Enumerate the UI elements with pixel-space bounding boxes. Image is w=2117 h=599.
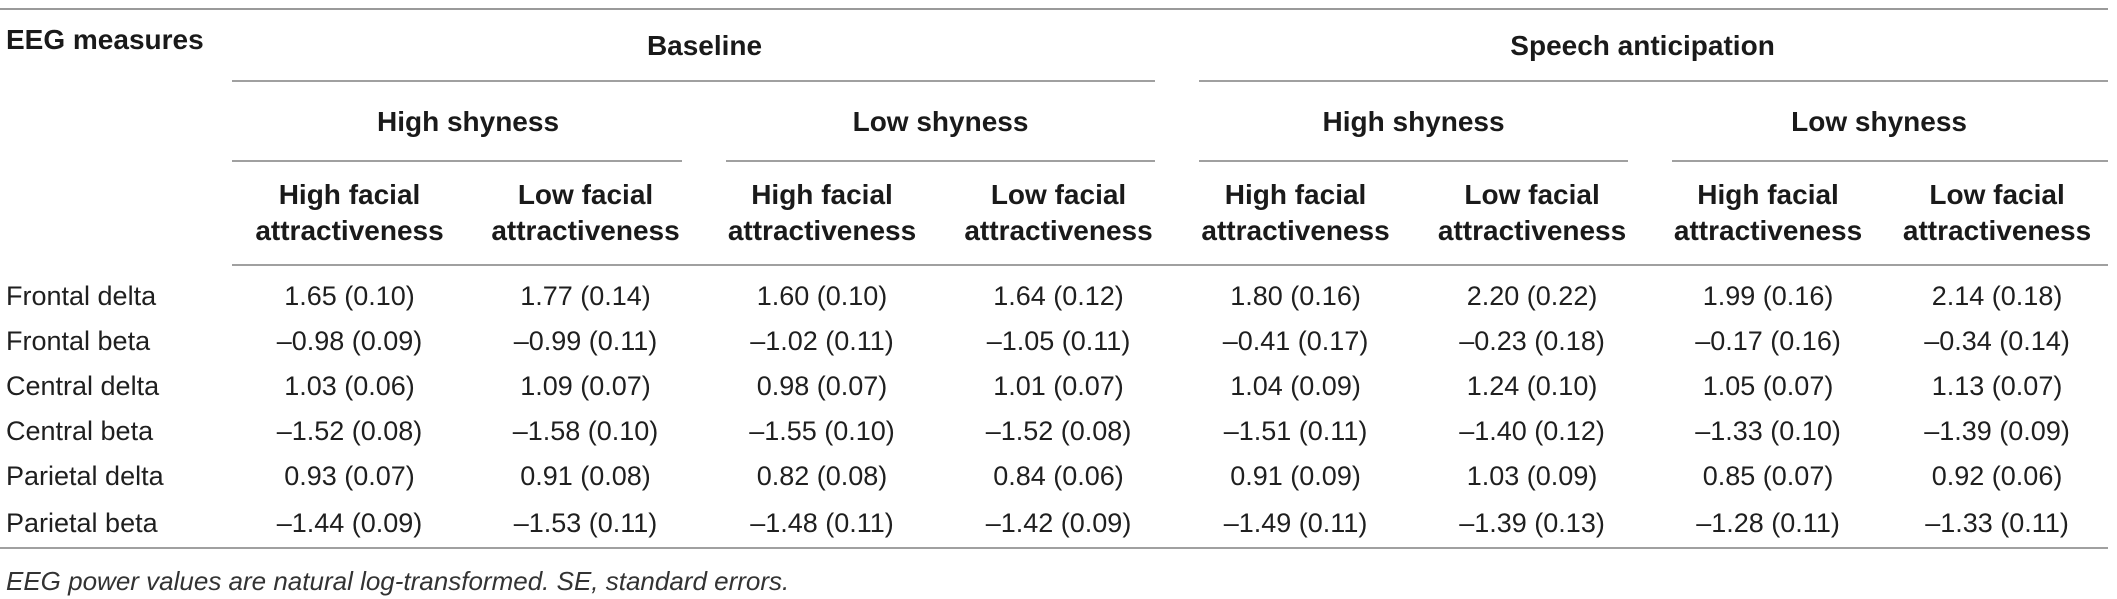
table-cell: 1.77 (0.14) xyxy=(520,281,651,311)
table-cell: –1.53 (0.11) xyxy=(467,499,704,549)
table-cell: 1.13 (0.07) xyxy=(1931,371,2063,401)
table-cell: –1.33 (0.11) xyxy=(1886,499,2109,549)
attractiveness-heading: High facial attractiveness xyxy=(704,162,940,266)
table-cell: –0.41 (0.17) xyxy=(1222,326,1369,356)
table-cell: –0.23 (0.18) xyxy=(1459,326,1605,356)
attractiveness-heading: Low facial attractiveness xyxy=(1414,162,1651,266)
top-rule xyxy=(0,8,2108,10)
table-cell: –0.99 (0.11) xyxy=(513,326,658,356)
table-cell: –1.49 (0.11) xyxy=(1177,499,1415,549)
table-body: Frontal delta 1.65 (0.10) 1.77 (0.14) 1.60 … xyxy=(0,265,2109,549)
table-cell: –1.33 (0.10) xyxy=(1695,416,1841,446)
table-cell: 1.65 (0.10) xyxy=(284,281,415,311)
table-cell: 0.84 (0.06) xyxy=(993,461,1124,491)
table-row: Parietal delta 0.93 (0.07) 0.91 (0.08) 0.82… xyxy=(0,454,2108,499)
row-label-heading: EEG measures xyxy=(6,24,204,55)
shyness-group: Low shyness xyxy=(1650,82,2109,162)
table-cell: 1.80 (0.16) xyxy=(1230,281,1361,311)
attractiveness-heading: Low facial attractiveness xyxy=(940,162,1178,266)
row-label: Frontal beta xyxy=(6,326,151,356)
row-label: Frontal delta xyxy=(6,280,157,311)
attractiveness-heading: Low facial attractiveness xyxy=(467,162,704,266)
table-cell: 1.09 (0.07) xyxy=(520,371,651,401)
table-cell: –1.48 (0.11) xyxy=(704,499,940,549)
eeg-power-table: EEG measures Baseline Speech anticipatio… xyxy=(0,10,2109,549)
table-cell: 0.85 (0.07) xyxy=(1702,461,1834,491)
table-cell: 1.60 (0.10) xyxy=(756,281,888,311)
shyness-group: High shyness xyxy=(1177,82,1650,162)
table-cell: 0.98 (0.07) xyxy=(756,371,888,401)
table-cell: –1.52 (0.08) xyxy=(276,416,423,446)
table-cell: –0.98 (0.09) xyxy=(276,326,423,356)
row-label: Central beta xyxy=(6,416,154,446)
table-cell: –1.44 (0.09) xyxy=(232,499,467,549)
table-row: Frontal beta –0.98 (0.09) –0.99 (0.11) –1.0… xyxy=(0,319,2108,364)
table-cell: –0.17 (0.16) xyxy=(1695,326,1841,356)
table-cell: –0.34 (0.14) xyxy=(1924,326,2070,356)
table-cell: 0.93 (0.07) xyxy=(284,461,415,491)
table-cell: –1.02 (0.11) xyxy=(750,326,894,356)
attractiveness-heading: High facial attractiveness xyxy=(1177,162,1415,266)
table-cell: 1.05 (0.07) xyxy=(1702,371,1834,401)
header-row-attractiveness: High facial attractiveness Low facial attr… xyxy=(0,162,2109,266)
table-cell: –1.51 (0.11) xyxy=(1223,416,1368,446)
table-cell: 0.91 (0.09) xyxy=(1230,461,1361,491)
table-cell: –1.39 (0.09) xyxy=(1924,416,2070,446)
row-label: Parietal delta xyxy=(6,461,164,491)
table-cell: 0.92 (0.06) xyxy=(1931,461,2063,491)
table-cell: –1.39 (0.13) xyxy=(1414,499,1651,549)
table-row: Frontal delta 1.65 (0.10) 1.77 (0.14) 1.60 … xyxy=(0,265,2108,319)
condition-speech-anticipation: Speech anticipation xyxy=(1177,10,2109,82)
table-cell: 1.64 (0.12) xyxy=(993,281,1124,311)
table-cell: 1.03 (0.09) xyxy=(1466,461,1598,491)
table-cell: 1.01 (0.07) xyxy=(993,371,1124,401)
row-label: Central delta xyxy=(6,371,160,401)
table-cell: 1.04 (0.09) xyxy=(1230,371,1361,401)
table-cell: –1.42 (0.09) xyxy=(940,499,1178,549)
table-cell: –1.58 (0.10) xyxy=(512,416,659,446)
table-cell: 1.99 (0.16) xyxy=(1702,281,1834,311)
condition-baseline: Baseline xyxy=(232,10,1177,82)
header-row-shyness: High shyness Low shyness High shyness Lo… xyxy=(0,82,2109,162)
table-footnote: EEG power values are natural log-transfo… xyxy=(6,566,790,596)
table-row: Central delta 1.03 (0.06) 1.09 (0.07) 0.98 … xyxy=(0,364,2108,409)
table-cell: 0.82 (0.08) xyxy=(756,461,888,491)
table-cell: 2.14 (0.18) xyxy=(1931,281,2063,311)
table-row: Parietal beta –1.44 (0.09) –1.53 (0.11) –1.… xyxy=(0,499,2109,549)
attractiveness-heading: Low facial attractiveness xyxy=(1886,162,2109,266)
table-cell: –1.52 (0.08) xyxy=(985,416,1132,446)
table-cell: –1.55 (0.10) xyxy=(749,416,895,446)
table-cell: 1.24 (0.10) xyxy=(1466,371,1598,401)
table-cell: –1.05 (0.11) xyxy=(986,326,1131,356)
table-cell: –1.40 (0.12) xyxy=(1459,416,1605,446)
table-cell: 2.20 (0.22) xyxy=(1466,281,1598,311)
table-cell: 0.91 (0.08) xyxy=(520,461,651,491)
shyness-group: High shyness xyxy=(232,82,704,162)
row-label: Parietal beta xyxy=(0,499,232,549)
table-cell: 1.03 (0.06) xyxy=(284,371,415,401)
table-cell: –1.28 (0.11) xyxy=(1650,499,1887,549)
attractiveness-heading: High facial attractiveness xyxy=(232,162,467,266)
shyness-group: Low shyness xyxy=(704,82,1177,162)
attractiveness-heading: High facial attractiveness xyxy=(1650,162,1887,266)
table-row: Central beta –1.52 (0.08) –1.58 (0.10) –1.5… xyxy=(0,409,2108,454)
header-row-conditions: EEG measures Baseline Speech anticipatio… xyxy=(0,10,2109,82)
